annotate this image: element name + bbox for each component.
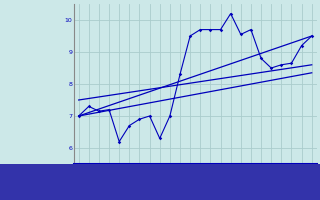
X-axis label: Graphe des températures (°C): Graphe des températures (°C) [130,172,260,181]
